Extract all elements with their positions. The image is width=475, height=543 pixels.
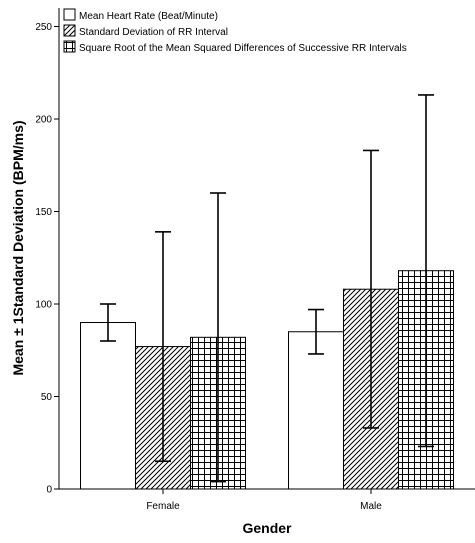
legend: Mean Heart Rate (Beat/Minute) Standard De…	[63, 8, 407, 54]
y-tick-label: 150	[35, 207, 52, 218]
legend-label-1: Standard Deviation of RR Interval	[79, 27, 228, 38]
legend-label-2: Square Root of the Mean Squared Differen…	[79, 43, 407, 54]
legend-label-0: Mean Heart Rate (Beat/Minute)	[79, 11, 218, 22]
y-tick-label: 0	[46, 485, 52, 496]
y-tick-label: 200	[35, 115, 52, 126]
bar-series	[80, 270, 454, 490]
x-tick-label-male: Male	[360, 501, 382, 512]
y-tick-label: 100	[35, 300, 52, 311]
bar-male-series-0	[288, 331, 344, 490]
x-axis-ticks: Female Male	[146, 489, 382, 512]
y-axis-ticks: 0 50 100 150 200 250	[35, 22, 59, 496]
y-tick-label: 50	[41, 392, 53, 403]
x-axis-title: Gender	[242, 520, 292, 536]
legend-swatch-2	[63, 40, 76, 53]
legend-swatch-0	[63, 8, 76, 21]
y-axis-title: Mean ± 1Standard Deviation (BPM/ms)	[10, 120, 26, 375]
legend-swatch-1	[63, 24, 76, 37]
error-bars	[100, 94, 434, 483]
bar-female-series-0	[80, 322, 136, 490]
x-tick-label-female: Female	[146, 501, 180, 512]
y-tick-label: 250	[35, 22, 52, 33]
